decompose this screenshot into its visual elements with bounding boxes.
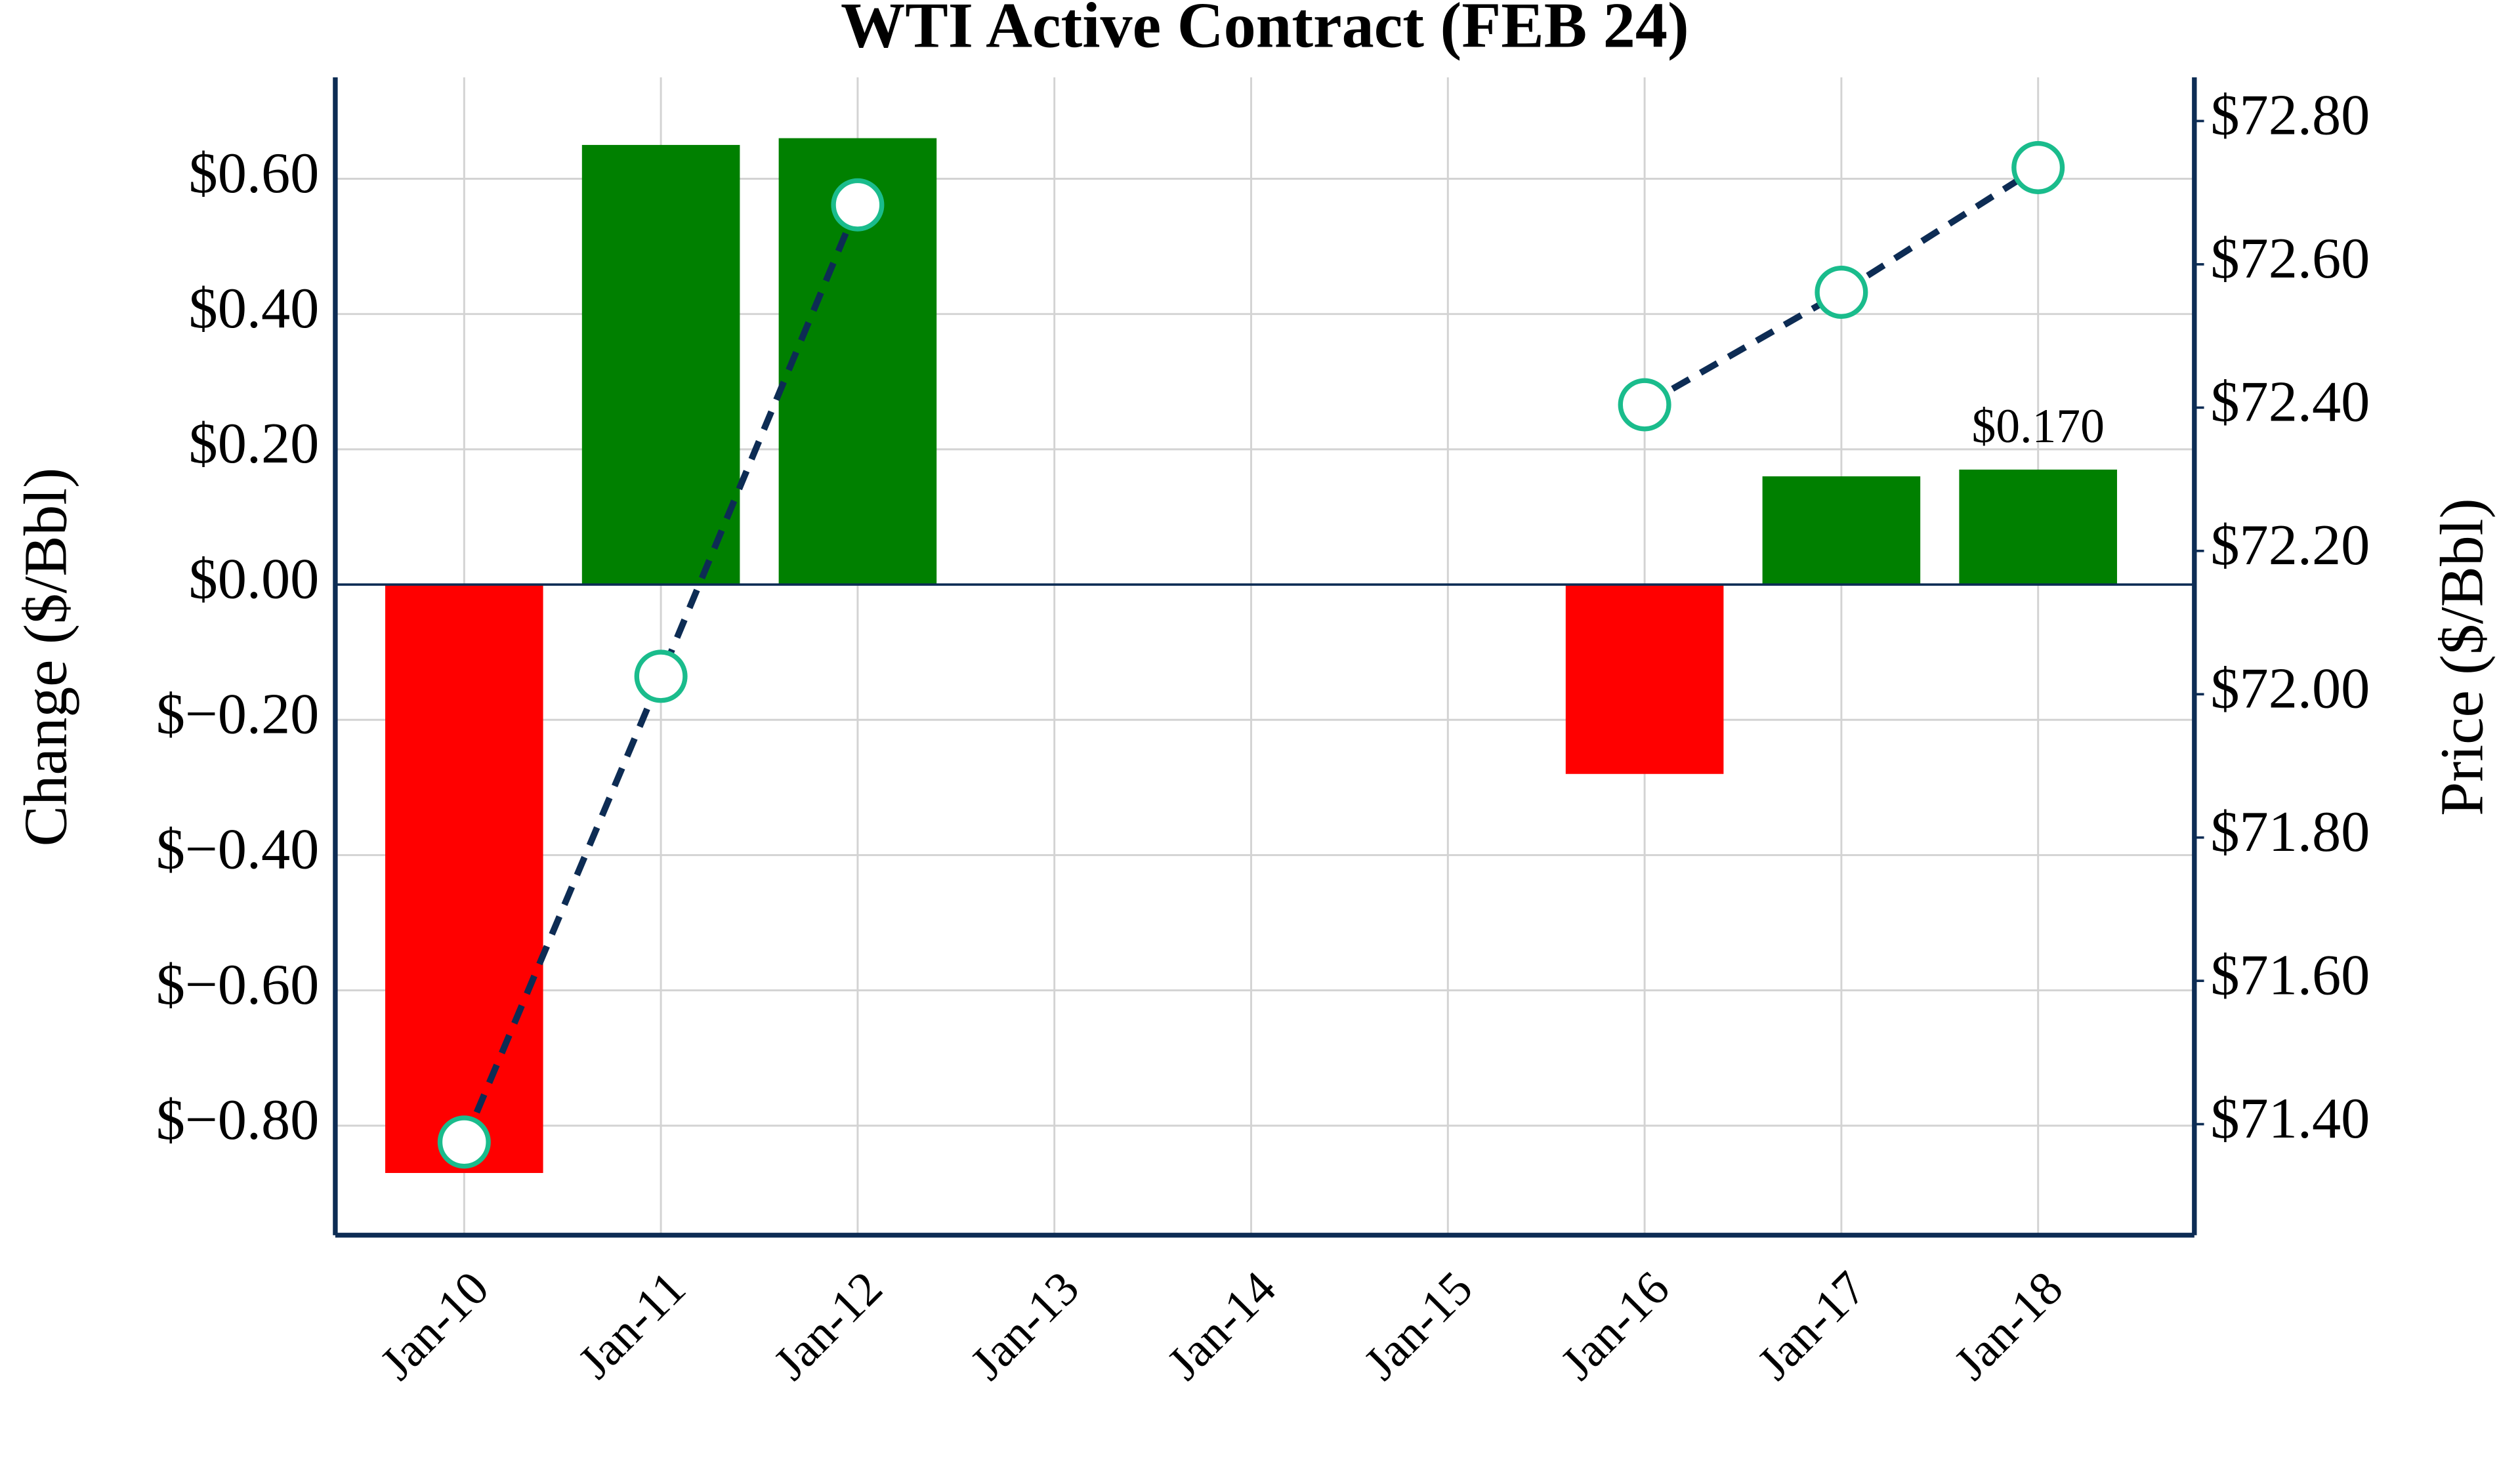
x-tick-label: Jan-10 [369, 1261, 499, 1390]
x-tick-label: Jan-13 [960, 1261, 1089, 1390]
x-tick-label: Jan-14 [1156, 1261, 1286, 1390]
bar [1565, 585, 1724, 774]
price-line [461, 203, 861, 1143]
y2-tick-label: $72.40 [2210, 370, 2370, 434]
x-tick-label: Jan-18 [1944, 1261, 2073, 1390]
bar [581, 144, 740, 585]
y2-tick-label: $72.20 [2210, 513, 2370, 577]
marks: $0.170 [335, 138, 2194, 1174]
y-tick-label: $0.60 [189, 141, 320, 205]
y2-tick-label: $72.80 [2210, 83, 2370, 148]
y2-tick-label: $71.40 [2210, 1086, 2370, 1151]
x-tick-label: Jan-15 [1353, 1261, 1482, 1390]
price-marker [1815, 265, 1868, 319]
price-marker [437, 1115, 491, 1169]
value-label: $0.170 [1971, 399, 2104, 453]
y-tick-label: $0.40 [189, 276, 320, 340]
y2-axis-label: Price ($/Bbl) [2429, 498, 2496, 815]
y-axis-label: Change ($/Bbl) [12, 468, 79, 847]
y-tick-label: $0.20 [189, 411, 320, 476]
x-tick-label: Jan-11 [568, 1261, 696, 1389]
y-tick-label: $−0.80 [156, 1088, 320, 1152]
y2-tick-label: $72.00 [2210, 657, 2370, 721]
x-tick-label: Jan-12 [763, 1261, 892, 1390]
bar [1959, 469, 2117, 585]
price-marker [831, 178, 885, 232]
y2-tick-label: $71.60 [2210, 943, 2370, 1007]
y2-tick-label: $72.60 [2210, 226, 2370, 291]
price-marker [2011, 140, 2065, 194]
y-tick-label: $0.00 [189, 546, 320, 611]
bar [385, 585, 543, 1174]
y-tick-label: $−0.20 [156, 682, 320, 747]
x-tick-label: Jan-16 [1550, 1261, 1679, 1390]
price-marker [1618, 378, 1671, 432]
price-marker [634, 649, 688, 703]
y2-tick-label: $71.80 [2210, 800, 2370, 864]
chart-title: WTI Active Contract (FEB 24) [841, 0, 1689, 62]
y-tick-label: $−0.60 [156, 953, 320, 1017]
bar [1762, 476, 1921, 585]
y-tick-label: $−0.40 [156, 817, 320, 882]
x-tick-label: Jan-17 [1747, 1261, 1876, 1390]
